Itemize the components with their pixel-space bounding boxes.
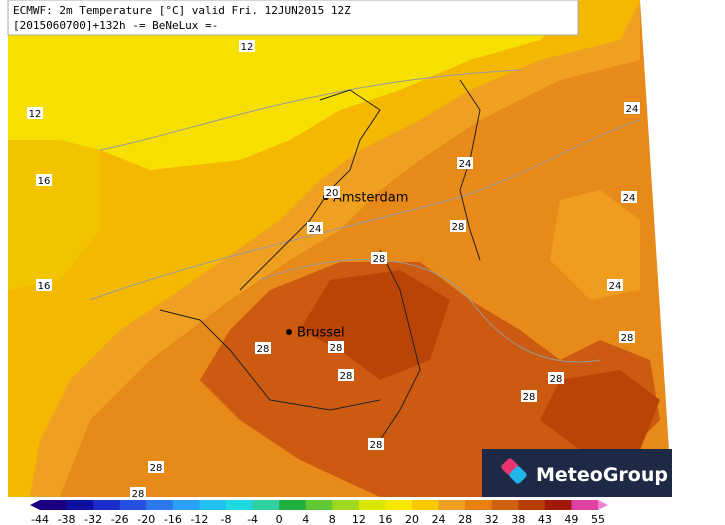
city-label: Brussel xyxy=(297,326,345,341)
contour-label: 28 xyxy=(330,343,343,354)
colorbar-segment xyxy=(358,500,386,510)
contour-label: 28 xyxy=(373,254,386,265)
colorbar-tick-label: -20 xyxy=(137,513,155,525)
colorbar-tick-label: 12 xyxy=(352,513,366,525)
colorbar-tick-label: -26 xyxy=(111,513,129,525)
contour-label-box xyxy=(450,220,466,232)
contour-label-box xyxy=(548,372,564,384)
contour-label-box xyxy=(457,157,473,169)
colorbar-tick-label: 0 xyxy=(276,513,283,525)
map xyxy=(8,0,672,497)
contour-label: 28 xyxy=(523,392,536,403)
colorbar-segment xyxy=(172,500,200,510)
colorbar-segment xyxy=(332,500,360,510)
header-box xyxy=(7,0,579,36)
contour-label-box xyxy=(130,487,146,499)
colorbar-segment xyxy=(438,500,466,510)
colorbar-tick-label: 16 xyxy=(378,513,392,525)
header-line: ECMWF: 2m Temperature [°C] valid Fri. 12… xyxy=(13,4,351,17)
contour-label-box xyxy=(36,174,52,186)
colorbar-tick-label: 28 xyxy=(458,513,472,525)
contour-label: 20 xyxy=(326,188,339,199)
contour-label-box xyxy=(148,461,164,473)
colorbar-segment xyxy=(40,500,68,510)
colorbar-tick-label: 32 xyxy=(485,513,499,525)
colorbar-end xyxy=(598,500,608,510)
colorbar-end xyxy=(30,500,40,510)
contour-label-box xyxy=(36,279,52,291)
colorbar-tick-label: 4 xyxy=(302,513,309,525)
colorbar-segment xyxy=(93,500,121,510)
colorbar-segment xyxy=(544,500,572,510)
colorbar-segment xyxy=(252,500,280,510)
colorbar-tick-label: -16 xyxy=(164,513,182,525)
colorbar-segment xyxy=(385,500,413,510)
contour-label: 12 xyxy=(29,109,42,120)
contour-label-box xyxy=(371,252,387,264)
colorbar-segment xyxy=(146,500,174,510)
colorbar-segment xyxy=(412,500,440,510)
colorbar: -44 -38 -32 -26 -20 -16 -12 -8 -4 0 4 8 12 16 20 24 28 32… xyxy=(30,500,608,525)
colorbar-tick-label: -44 xyxy=(31,513,49,525)
contour-label-box xyxy=(324,186,340,198)
colorbar-segment xyxy=(305,500,333,510)
contour-label-box xyxy=(328,341,344,353)
city-dot xyxy=(286,329,292,335)
colorbar-tick-label: 24 xyxy=(432,513,446,525)
contour-label: 28 xyxy=(550,374,563,385)
colorbar-segment xyxy=(279,500,307,510)
contour-label: 28 xyxy=(132,489,145,500)
colorbar-tick-label: 49 xyxy=(564,513,578,525)
contour-label: 28 xyxy=(340,371,353,382)
contour-label: 28 xyxy=(621,333,634,344)
logo-icon xyxy=(501,458,527,484)
contour-label-box xyxy=(255,342,271,354)
contour-label: 16 xyxy=(38,176,51,187)
contour-label: 24 xyxy=(309,224,322,235)
contour-label: 16 xyxy=(38,281,51,292)
contour-label: 28 xyxy=(150,463,163,474)
colorbar-segment xyxy=(571,500,599,510)
colorbar-tick-label: 55 xyxy=(591,513,605,525)
colorbar-tick-label: 20 xyxy=(405,513,419,525)
colorbar-tick-label: -8 xyxy=(221,513,232,525)
colorbar-segment xyxy=(491,500,519,510)
contour-label-box xyxy=(27,107,43,119)
contour-labels: 12 12 16 16 20 24 24 24 24 24 28 28 28 28 28 28 28 28 28 28… xyxy=(27,40,640,500)
contour-label-box xyxy=(521,390,537,402)
colorbar-tick-label: -38 xyxy=(58,513,76,525)
contour-label: 24 xyxy=(609,281,622,292)
colorbar-segment xyxy=(518,500,546,510)
contour-label: 28 xyxy=(370,440,383,451)
colorbar-tick-label: 43 xyxy=(538,513,552,525)
contour-label: 12 xyxy=(241,42,254,53)
colorbar-tick-label: -4 xyxy=(247,513,258,525)
contour-label-box xyxy=(338,369,354,381)
logo-text: MeteoGroup xyxy=(536,464,668,486)
colorbar-segment xyxy=(226,500,254,510)
contour-label-box xyxy=(368,438,384,450)
contour-label: 28 xyxy=(452,222,465,233)
city-label: Amsterdam xyxy=(333,191,408,206)
colorbar-tick-label: 8 xyxy=(329,513,336,525)
colorbar-segment xyxy=(66,500,94,510)
colorbar-tick-label: -32 xyxy=(84,513,102,525)
contour-label-box xyxy=(239,40,255,52)
contour-label-box xyxy=(624,102,640,114)
contour-label-box xyxy=(619,331,635,343)
contour-label: 28 xyxy=(257,344,270,355)
contour-label-box xyxy=(621,191,637,203)
colorbar-tick-label: 38 xyxy=(511,513,525,525)
contour-label-box xyxy=(607,279,623,291)
contour-label: 24 xyxy=(459,159,472,170)
colorbar-segment xyxy=(119,500,147,510)
colorbar-segment xyxy=(465,500,493,510)
contour-label: 24 xyxy=(626,104,639,115)
contour-label: 24 xyxy=(623,193,636,204)
header-line: [2015060700]+132h -= BeNeLux =- xyxy=(13,19,218,32)
colorbar-segment xyxy=(199,500,227,510)
contour-label-box xyxy=(307,222,323,234)
colorbar-tick-label: -12 xyxy=(190,513,208,525)
